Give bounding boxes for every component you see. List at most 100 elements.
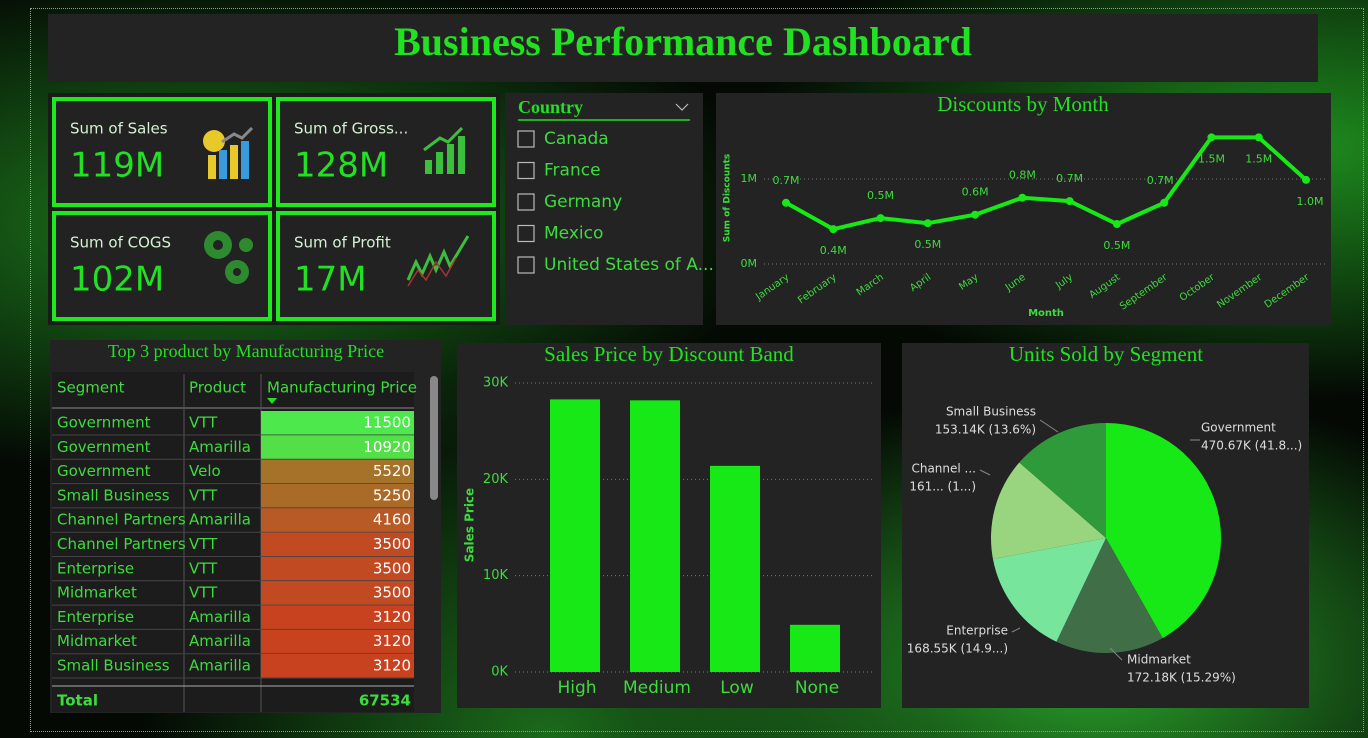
price-cell: 5250 (373, 486, 411, 504)
marker (829, 225, 838, 234)
segment-cell: Government (57, 414, 151, 432)
value-cell (261, 532, 414, 557)
slicer-item[interactable]: Mexico (544, 224, 603, 244)
slicer-item[interactable]: United States of A... (544, 255, 714, 275)
segment-cell: Enterprise (57, 559, 134, 577)
slicer-checkbox[interactable] (517, 161, 535, 180)
slicer-checkbox[interactable] (517, 224, 535, 243)
data-label: 0.7M (1147, 174, 1174, 187)
segment-cell: Midmarket (57, 632, 137, 650)
marker (923, 219, 932, 228)
leader-line (979, 469, 991, 476)
y-tick-label: 10K (483, 568, 509, 583)
value-cell (261, 581, 414, 606)
bar (630, 400, 680, 672)
pie-slice (1056, 538, 1163, 653)
price-cell: 11500 (363, 414, 411, 432)
product-cell: Amarilla (189, 511, 251, 529)
slicer-item[interactable]: France (544, 161, 601, 181)
product-cell: Velo (189, 462, 221, 480)
marker (1065, 197, 1074, 206)
kpi-label: Sum of Profit (294, 234, 391, 252)
y-tick-label: 0K (491, 665, 508, 680)
value-cell (261, 508, 414, 533)
column-header[interactable]: Manufacturing Price (267, 379, 417, 397)
scrollbar[interactable] (430, 376, 438, 500)
slicer-checkbox[interactable] (517, 193, 535, 211)
bar (790, 624, 840, 672)
bar (710, 465, 760, 672)
value-cell (261, 435, 414, 460)
slice-label: 470.67K (41.8...) (1201, 439, 1302, 453)
segment-cell: Small Business (57, 657, 170, 675)
x-axis-title: Month (1028, 308, 1064, 319)
segment-cell: Midmarket (57, 584, 137, 602)
product-cell: Amarilla (189, 608, 251, 626)
marker (1112, 220, 1121, 229)
profit-icon (406, 235, 470, 287)
y-axis-title: Sales Price (463, 488, 477, 562)
segment-cell: Small Business (57, 486, 170, 504)
data-label: 0.7M (1056, 172, 1083, 185)
slice-name: Government (1201, 421, 1276, 435)
column-header[interactable]: Product (189, 379, 246, 397)
price-cell: 3500 (373, 559, 411, 577)
product-cell: Amarilla (189, 632, 251, 650)
marker (1302, 175, 1310, 184)
segment-cell: Government (57, 462, 151, 480)
slicer-title: Country (518, 97, 583, 117)
data-label: 0.6M (962, 186, 989, 199)
slicer-panel (505, 93, 703, 325)
value-cell (261, 654, 414, 678)
slice-name: Enterprise (946, 624, 1008, 638)
kpi-card (276, 97, 496, 207)
cogs-icon (204, 231, 253, 284)
frame (30, 8, 1364, 732)
value-cell (261, 411, 414, 435)
x-tick-label: High (557, 678, 596, 698)
data-label: 0.5M (867, 189, 894, 202)
segment-cell: Government (57, 438, 151, 456)
value-cell (261, 459, 414, 484)
leader-line (1011, 627, 1021, 633)
slicer-item[interactable]: Canada (544, 129, 609, 149)
total-label: Total (57, 692, 98, 710)
kpi-label: Sum of Sales (70, 120, 168, 138)
slice-label: 161... (1...) (909, 480, 976, 494)
bar (550, 399, 600, 672)
table-title: Top 3 product by Manufacturing Price (108, 341, 384, 361)
price-cell: 4160 (373, 511, 411, 529)
chart-title: Sales Price by Discount Band (544, 342, 794, 366)
data-label: 1.0M (1297, 195, 1324, 208)
x-tick-label: Low (720, 678, 754, 698)
product-cell: VTT (189, 559, 218, 577)
product-cell: VTT (189, 535, 218, 553)
slice-name: Midmarket (1127, 653, 1191, 667)
kpi-label: Sum of Gross... (294, 120, 408, 138)
value-cell (261, 629, 414, 654)
product-cell: VTT (189, 584, 218, 602)
column-header[interactable]: Segment (57, 379, 125, 397)
segment-cell: Channel Partners (57, 511, 186, 529)
data-label: 1.5M (1245, 152, 1272, 165)
kpi-value: 128M (294, 146, 388, 186)
slicer-checkbox[interactable] (517, 256, 535, 274)
total-value: 67534 (359, 692, 411, 710)
value-cell (261, 605, 414, 630)
gross-icon (423, 126, 465, 174)
pie-slice (1019, 423, 1106, 538)
slicer-item[interactable]: Germany (544, 192, 622, 212)
y-tick-label: 20K (483, 472, 509, 487)
line-panel (716, 93, 1331, 325)
price-cell: 5520 (373, 462, 411, 480)
data-label: 0.5M (1103, 239, 1130, 252)
data-label: 0.4M (820, 244, 847, 257)
kpi-label: Sum of COGS (70, 234, 171, 252)
price-cell: 3120 (373, 657, 411, 675)
slicer-checkbox[interactable] (517, 130, 535, 148)
price-cell: 3500 (373, 584, 411, 602)
marker (782, 198, 790, 207)
slicer-chevron[interactable] (675, 103, 689, 111)
marker (971, 210, 980, 219)
